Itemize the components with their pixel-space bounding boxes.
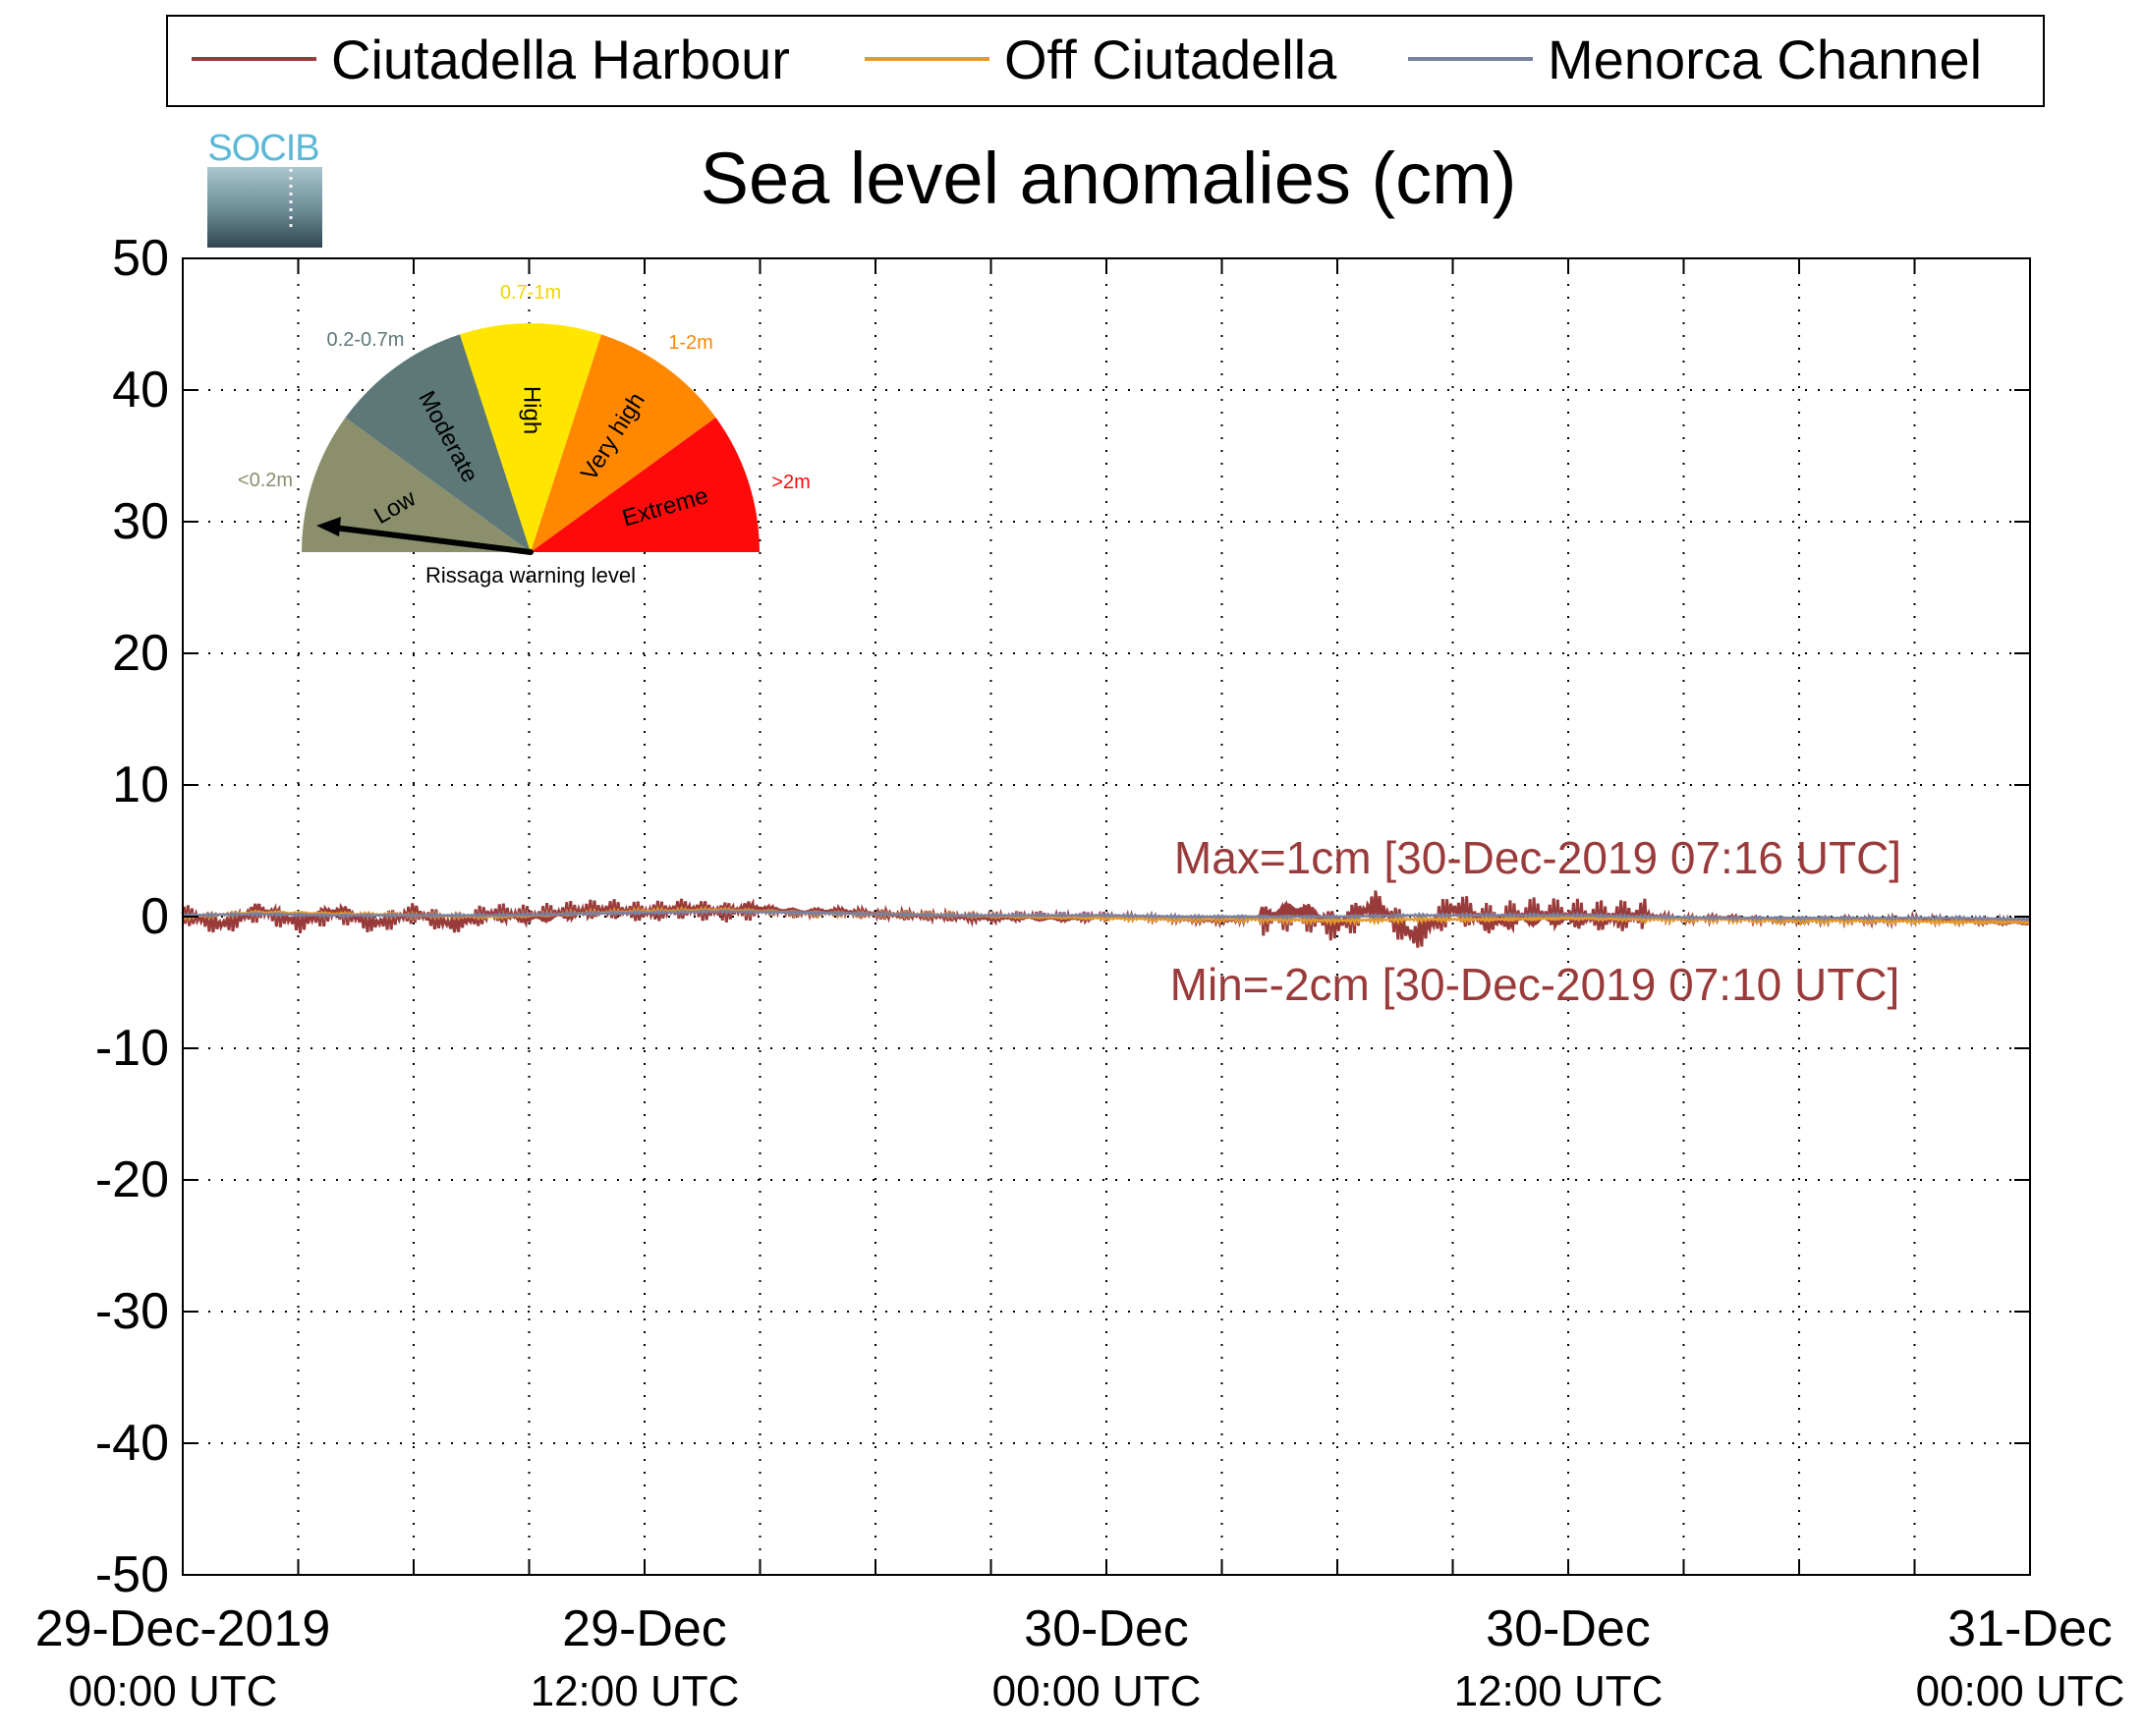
series-line-2 [182,908,2030,923]
y-tick-label: 20 [112,625,169,682]
x-tick-label-date: 30-Dec [1486,1600,1651,1657]
x-tick-label-date: 30-Dec [1024,1600,1189,1657]
x-tick-label-time: 12:00 UTC [1454,1667,1664,1715]
x-tick-label-time: 12:00 UTC [531,1667,740,1715]
plot-area: 50 40 30 20 10 0 -10 -20 -30 -40 -50 29-Dec-2019 00… [35,230,2125,1715]
x-tick-label-time: 00:00 UTC [69,1667,278,1715]
gauge-caption: Rissaga warning level [425,563,636,588]
gauge-segment-extreme [531,418,761,552]
gauge-needle-head [316,517,341,536]
legend: Ciutadella Harbour Off Ciutadella Menorca … [166,15,2045,107]
x-tick-label-time: 00:00 UTC [992,1667,1202,1715]
y-axis: 50 40 30 20 10 0 -10 -20 -30 -40 -50 [95,230,2030,1603]
socib-logo: SOCIB [207,128,322,248]
y-tick-label: -40 [95,1415,169,1472]
x-tick-label-date: 31-Dec [1947,1600,2113,1657]
x-axis: 29-Dec-2019 00:00 UTC 29-Dec 12:00 UTC 30-De… [35,258,2125,1715]
gauge-segment-moderate [345,334,531,552]
gauge-range-label: >2m [771,472,810,493]
y-tick-label: -30 [95,1283,169,1340]
logo-badge [207,167,322,248]
gauge-segment-high [460,322,601,552]
gauge-segment-very-high [531,334,716,552]
gauge-range-label: 0.7-1m [500,282,561,304]
gauge-segment-label: High [519,386,545,434]
x-tick-label-date: 29-Dec [562,1600,727,1657]
gauge-segment-low [302,418,531,552]
x-tick-label-time: 00:00 UTC [1916,1667,2125,1715]
gauge-needle [331,525,534,555]
legend-label: Off Ciutadella [1004,28,1337,90]
chart-title: Sea level anomalies (cm) [701,138,1517,219]
min-annotation: Min=-2cm [30-Dec-2019 07:10 UTC] [1170,959,1900,1010]
max-annotation: Max=1cm [30-Dec-2019 07:16 UTC] [1174,832,1901,883]
y-tick-label: 40 [112,362,169,419]
y-tick-label: 50 [112,230,169,287]
y-tick-label: -10 [95,1020,169,1077]
x-tick-label-date: 29-Dec-2019 [35,1600,331,1657]
y-tick-label: 30 [112,493,169,550]
legend-label: Menorca Channel [1548,28,1982,90]
logo-text: SOCIB [207,128,318,169]
y-tick-label: 0 [141,888,169,945]
gauge-range-label: 0.2-0.7m [327,329,405,351]
y-tick-label: -50 [95,1546,169,1603]
gauge-range-label: 1-2m [668,332,713,354]
gauge-range-label: <0.2m [238,470,293,491]
legend-label: Ciutadella Harbour [331,28,790,90]
y-tick-label: 10 [112,756,169,813]
series-layer [181,890,2031,948]
y-tick-label: -20 [95,1151,169,1208]
